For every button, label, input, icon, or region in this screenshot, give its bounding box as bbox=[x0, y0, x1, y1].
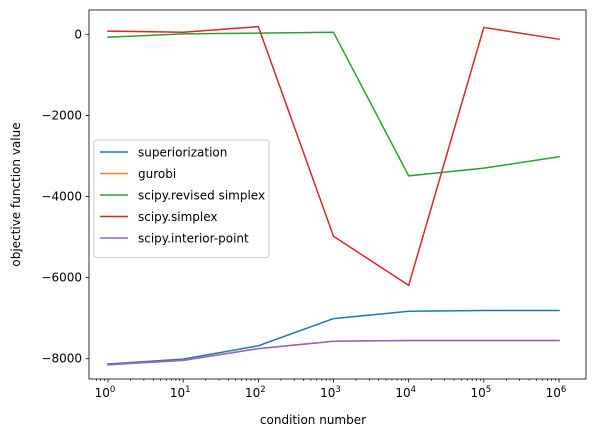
x-tick-label-base: 10 bbox=[546, 386, 561, 400]
plot-frame bbox=[88, 9, 587, 380]
y-tick-label: −6000 bbox=[41, 271, 82, 285]
x-tick-label-exponent: 4 bbox=[411, 385, 416, 395]
legend-box bbox=[93, 139, 270, 258]
legend-label: gurobi bbox=[138, 167, 176, 181]
y-tick-label: −4000 bbox=[41, 190, 82, 204]
series-line-scipy-interior-point bbox=[107, 339, 560, 366]
series-line-scipy-revised-simplex bbox=[107, 31, 560, 177]
series-line-superiorization bbox=[107, 309, 560, 365]
legend: superiorization gurobi scipy.revised simpl… bbox=[93, 139, 270, 258]
x-tick-label: 101 bbox=[170, 385, 191, 400]
legend-label: scipy.revised simplex bbox=[138, 189, 265, 203]
y-tick-label: 0 bbox=[74, 27, 82, 41]
x-tick-label-exponent: 0 bbox=[110, 385, 115, 395]
legend-label: scipy.interior-point bbox=[138, 232, 249, 246]
series-line-scipy-simplex bbox=[107, 25, 560, 287]
x-tick-label: 106 bbox=[546, 385, 567, 400]
series-layer bbox=[107, 25, 560, 366]
x-tick-label-base: 10 bbox=[320, 386, 335, 400]
x-tick-label-exponent: 1 bbox=[185, 385, 190, 395]
legend-label: superiorization bbox=[138, 146, 227, 160]
x-tick-label-base: 10 bbox=[95, 386, 110, 400]
x-tick-label-base: 10 bbox=[245, 386, 260, 400]
x-tick-label-exponent: 6 bbox=[561, 385, 566, 395]
y-axis: 0 −2000 −4000 −6000 −8000 bbox=[41, 27, 89, 366]
x-tick-label: 103 bbox=[320, 385, 341, 400]
x-axis: 100 101 102 103 104 105 106 bbox=[95, 379, 567, 400]
x-tick-label-base: 10 bbox=[170, 386, 185, 400]
x-tick-label-base: 10 bbox=[470, 386, 485, 400]
y-axis-label: objective function value bbox=[9, 122, 23, 266]
legend-label: scipy.simplex bbox=[138, 210, 218, 224]
x-tick-label-exponent: 2 bbox=[260, 385, 265, 395]
x-tick-label: 102 bbox=[245, 385, 266, 400]
y-tick-label: −2000 bbox=[41, 108, 82, 122]
x-tick-label-exponent: 5 bbox=[486, 385, 491, 395]
y-tick-label: −8000 bbox=[41, 352, 82, 366]
x-tick-label-base: 10 bbox=[395, 386, 410, 400]
x-tick-label: 105 bbox=[470, 385, 491, 400]
x-tick-label: 104 bbox=[395, 385, 416, 400]
x-axis-label: condition number bbox=[260, 413, 366, 427]
x-tick-label: 100 bbox=[95, 385, 116, 400]
x-tick-label-exponent: 3 bbox=[335, 385, 340, 395]
